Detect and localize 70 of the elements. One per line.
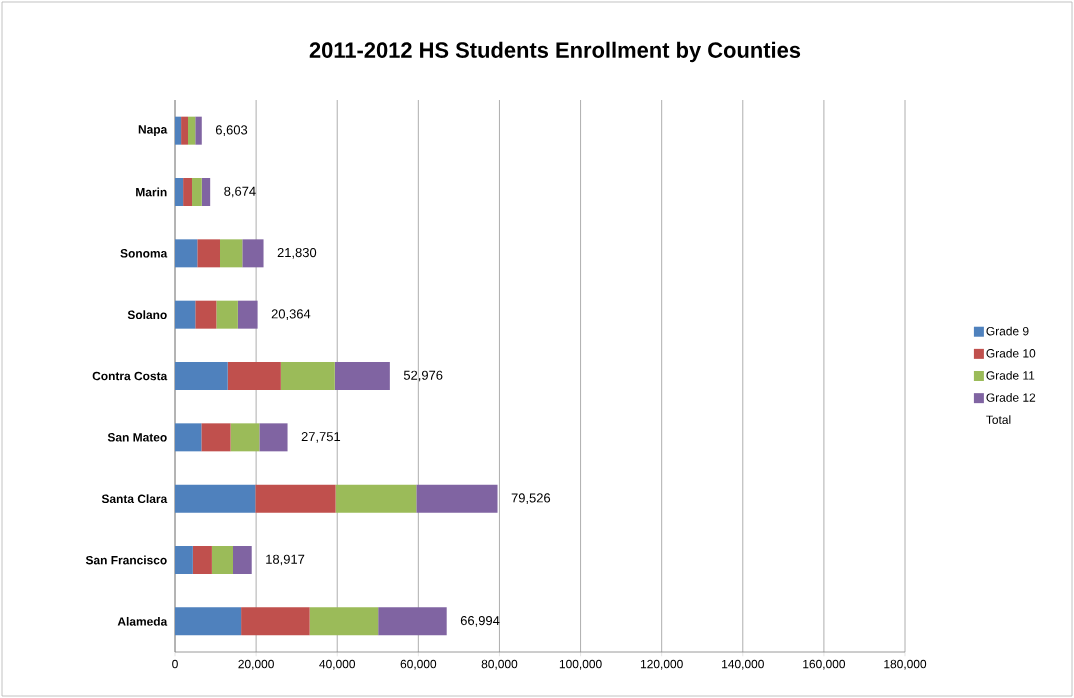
total-label: 18,917 xyxy=(266,554,305,566)
y-tick-label: Solano xyxy=(127,310,167,320)
total-label: 79,526 xyxy=(511,493,551,505)
bar xyxy=(241,607,310,636)
bar xyxy=(175,300,196,329)
y-tick-label: Sonoma xyxy=(120,249,168,258)
y-tick-label: Marin xyxy=(136,187,167,197)
bar xyxy=(216,300,238,329)
bar xyxy=(175,484,256,513)
bar xyxy=(416,484,498,513)
legend-label: Grade 11 xyxy=(986,370,1035,380)
bar xyxy=(201,178,211,206)
bar xyxy=(378,607,447,636)
bar xyxy=(220,239,243,268)
text: Total xyxy=(986,415,1011,424)
bar xyxy=(230,423,260,452)
total-label: 27,751 xyxy=(301,431,341,443)
bar xyxy=(242,239,264,268)
chart-title: 2011-2012 HS Students Enrollment by Counties xyxy=(309,41,801,63)
x-tick-label: 120,000 xyxy=(640,659,683,670)
bar xyxy=(192,546,212,575)
total-label: 21,830 xyxy=(277,247,317,259)
x-tick-label: 100,000 xyxy=(559,659,602,670)
y-tick-label: Napa xyxy=(138,125,168,137)
y-tick-label: Contra Costa xyxy=(92,371,168,381)
x-tick-label: 180,000 xyxy=(884,659,927,670)
y-tick-label: Santa Clara xyxy=(101,494,168,504)
x-tick-label: 20,000 xyxy=(238,659,274,670)
y-tick-label: Alameda xyxy=(117,616,168,626)
bar xyxy=(309,607,379,636)
total-label: 66,994 xyxy=(460,615,500,627)
x-tick-label: 140,000 xyxy=(722,659,764,670)
bar xyxy=(227,362,281,390)
legend-label: Grade 10 xyxy=(986,348,1036,358)
bar xyxy=(187,116,196,145)
bar xyxy=(201,423,231,452)
bar xyxy=(195,116,202,145)
bar xyxy=(195,300,217,329)
bar xyxy=(255,484,336,513)
total-label: 8,674 xyxy=(224,186,256,198)
bar xyxy=(175,607,242,636)
legend-label: Grade 9 xyxy=(986,326,1029,336)
total-label: 52,976 xyxy=(403,370,443,382)
legend-label: Grade 12 xyxy=(986,393,1036,402)
bar xyxy=(197,239,221,268)
bar xyxy=(175,362,228,390)
x-tick-label: 40,000 xyxy=(319,659,356,670)
y-tick-label: San Mateo xyxy=(107,433,167,442)
x-tick-label: 80,000 xyxy=(481,659,518,670)
y-tick-label: San Francisco xyxy=(85,555,167,565)
bar xyxy=(183,178,193,206)
bar xyxy=(334,362,390,390)
bar xyxy=(181,116,188,145)
total-label: 20,364 xyxy=(271,309,311,321)
bar xyxy=(175,239,198,268)
total-label: 6,603 xyxy=(215,125,248,137)
bar xyxy=(259,423,288,452)
x-tick-label: 0 xyxy=(172,659,178,669)
bar xyxy=(175,116,182,145)
bar xyxy=(175,178,184,206)
x-tick-label: 60,000 xyxy=(400,659,437,670)
bar xyxy=(175,546,193,575)
bar xyxy=(280,362,335,390)
x-tick-label: 160,000 xyxy=(803,659,846,670)
bar xyxy=(237,300,258,329)
bar xyxy=(175,423,202,452)
bar xyxy=(192,178,202,206)
bar xyxy=(335,484,417,513)
bar xyxy=(211,546,233,575)
bar xyxy=(233,546,252,575)
